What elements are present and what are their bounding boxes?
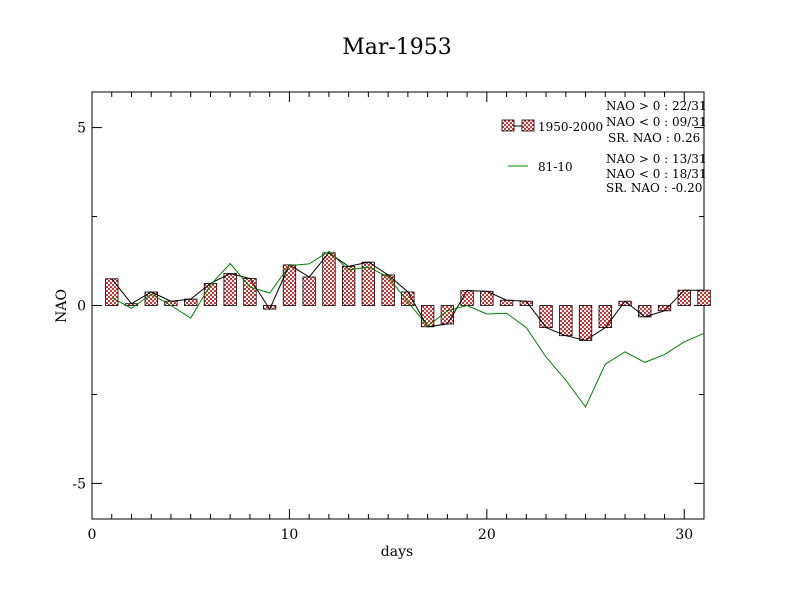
- y-tick-label--5: -5: [72, 476, 86, 492]
- axes: 0 10 20 30 -5 0 5: [72, 92, 705, 543]
- y-axis-label: NAO: [54, 289, 70, 323]
- legend: 1950-2000 NAO > 0 : 22/31 NAO < 0 : 09/3…: [501, 99, 707, 195]
- bar-day-26: [598, 305, 612, 329]
- bar-day-1: [105, 278, 119, 306]
- bar-series-1950-2000: [105, 252, 711, 341]
- bar-day-25: [578, 305, 593, 341]
- x-tick-label-0: 0: [88, 527, 97, 543]
- bar-day-31: [697, 289, 711, 306]
- bar-day-17: [420, 305, 435, 328]
- legend-stat-1: NAO > 0 : 22/31: [606, 99, 707, 113]
- legend-stat-6: SR. NAO : -0.20: [606, 181, 702, 195]
- legend-stat-5: NAO < 0 : 18/31: [606, 167, 707, 181]
- bar-day-12: [322, 252, 336, 306]
- line-series: [111, 250, 705, 408]
- bar-day-24: [559, 305, 573, 337]
- bar-day-30: [677, 289, 691, 306]
- legend-stat-3: SR. NAO : 0.26: [608, 131, 700, 145]
- y-tick-label-5: 5: [77, 121, 86, 137]
- chart-title: Mar-1953: [342, 35, 452, 60]
- bar-day-23: [539, 305, 553, 329]
- bar-day-13: [341, 265, 356, 306]
- legend-label-81-10: 81-10: [538, 160, 573, 174]
- x-tick-label-10: 10: [281, 527, 299, 543]
- bar-day-15: [381, 274, 395, 306]
- legend-stat-2: NAO < 0 : 09/31: [606, 115, 707, 129]
- bar-day-21: [499, 299, 514, 306]
- line-81-10: [111, 250, 705, 408]
- bar-day-11: [302, 276, 316, 306]
- line-1950-2000: [111, 252, 704, 341]
- legend-swatch-1950-2000: [501, 119, 515, 132]
- legend-label-1950-2000: 1950-2000: [538, 120, 603, 134]
- x-axis-label: days: [381, 544, 413, 560]
- bar-day-14: [361, 261, 376, 306]
- x-tick-label-20: 20: [478, 527, 496, 543]
- y-tick-label-0: 0: [77, 299, 86, 315]
- legend-stat-4: NAO > 0 : 13/31: [606, 152, 707, 166]
- legend-swatch-1950-2000-b: [521, 119, 535, 132]
- bar-day-7: [223, 273, 237, 306]
- x-tick-label-30: 30: [675, 527, 693, 543]
